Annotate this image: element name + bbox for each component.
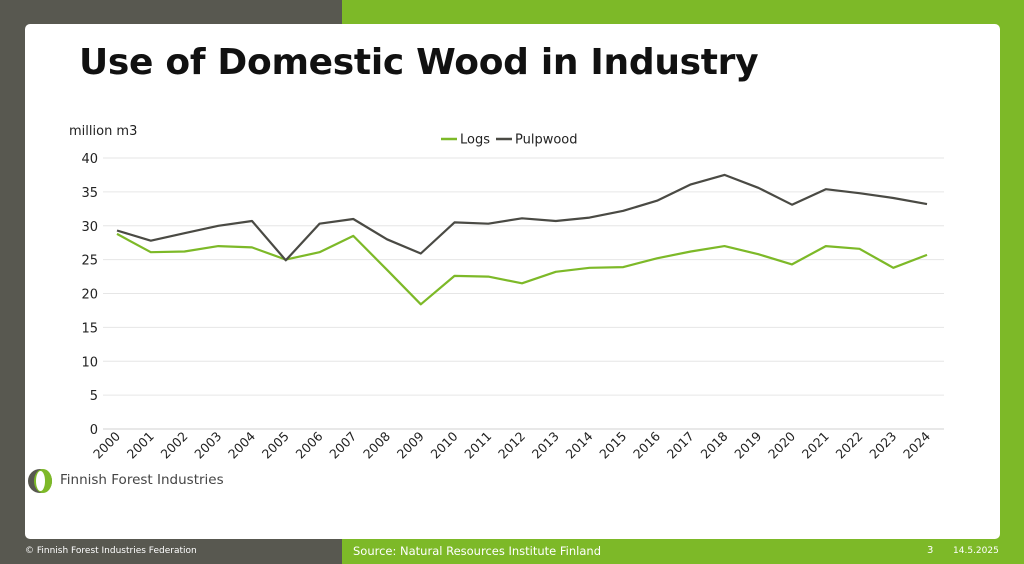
footer-date: 14.5.2025 bbox=[953, 546, 999, 556]
slide-title: Use of Domestic Wood in Industry bbox=[79, 42, 759, 83]
x-tick-label: 2018 bbox=[698, 428, 731, 461]
series-line-logs bbox=[116, 232, 928, 306]
y-tick-label: 0 bbox=[90, 423, 98, 438]
x-tick-label: 2004 bbox=[225, 428, 258, 461]
legend-label-logs: Logs bbox=[460, 133, 490, 148]
y-axis-ticks: 0 5 10 15 20 25 30 35 40 bbox=[81, 152, 98, 438]
x-tick-label: 2001 bbox=[124, 429, 157, 462]
x-tick-label: 2005 bbox=[259, 429, 292, 462]
x-tick-label: 2012 bbox=[495, 429, 528, 462]
x-tick-label: 2019 bbox=[731, 428, 764, 461]
chart-series bbox=[116, 173, 928, 306]
x-tick-label: 2009 bbox=[394, 428, 427, 461]
page-number: 3 bbox=[927, 545, 934, 556]
y-tick-label: 5 bbox=[90, 389, 98, 404]
chart-legend: Logs Pulpwood bbox=[441, 133, 578, 148]
finnish-forest-industries-logo-icon bbox=[28, 469, 52, 493]
x-tick-label: 2013 bbox=[529, 429, 562, 462]
x-tick-label: 2007 bbox=[326, 429, 359, 462]
x-tick-label: 2008 bbox=[360, 428, 393, 461]
logo-text: Finnish Forest Industries bbox=[60, 472, 224, 488]
y-tick-label: 35 bbox=[81, 186, 98, 201]
y-tick-label: 10 bbox=[81, 355, 98, 370]
x-tick-label: 2003 bbox=[191, 429, 224, 462]
x-tick-label: 2023 bbox=[866, 429, 899, 462]
x-tick-label: 2022 bbox=[833, 429, 866, 462]
chart-grid bbox=[103, 157, 944, 430]
legend-label-pulpwood: Pulpwood bbox=[515, 133, 578, 148]
x-tick-label: 2010 bbox=[428, 428, 461, 461]
y-tick-label: 25 bbox=[81, 254, 98, 269]
x-tick-label: 2006 bbox=[293, 428, 326, 461]
y-tick-label: 20 bbox=[81, 288, 98, 303]
y-axis-label: million m3 bbox=[69, 124, 137, 139]
y-tick-label: 15 bbox=[81, 321, 98, 336]
x-tick-label: 2021 bbox=[799, 429, 832, 462]
x-tick-label: 2020 bbox=[765, 428, 798, 461]
x-tick-label: 2017 bbox=[664, 429, 697, 462]
y-tick-label: 40 bbox=[81, 152, 98, 167]
x-tick-label: 2024 bbox=[900, 428, 933, 461]
x-tick-label: 2002 bbox=[158, 429, 191, 462]
footer-source: Source: Natural Resources Institute Finl… bbox=[353, 544, 601, 558]
x-tick-label: 2015 bbox=[596, 429, 629, 462]
footer-copyright: © Finnish Forest Industries Federation bbox=[25, 546, 197, 556]
y-tick-label: 30 bbox=[81, 220, 98, 235]
x-axis-ticks: 2000 2001 2002 2003 2004 2005 2006 2007 2008 2009… bbox=[90, 428, 933, 461]
x-tick-label: 2016 bbox=[630, 428, 663, 461]
x-tick-label: 2011 bbox=[461, 429, 494, 462]
x-tick-label: 2014 bbox=[563, 428, 596, 461]
